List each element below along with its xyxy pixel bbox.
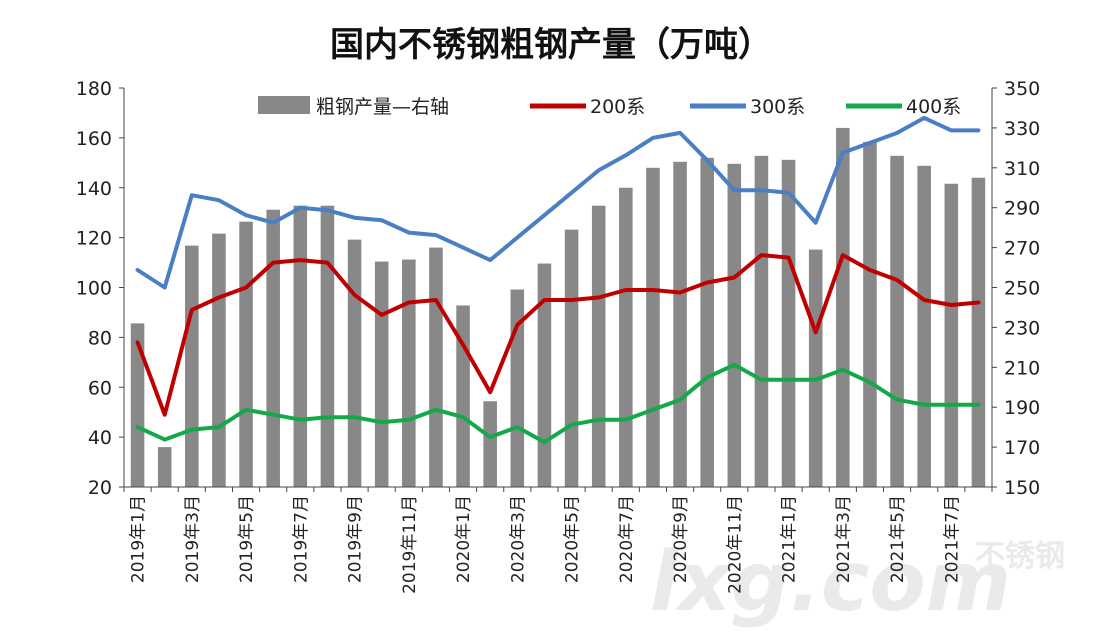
right-tick-label: 230 [1004, 317, 1040, 339]
left-tick-label: 100 [76, 278, 112, 300]
right-tick-label: 150 [1004, 477, 1040, 499]
right-tick-label: 350 [1004, 78, 1040, 100]
legend-label: 200系 [590, 96, 645, 118]
x-tick-label: 2019年5月 [237, 495, 257, 583]
x-tick-label: 2021年1月 [780, 495, 800, 583]
bar-1 [157, 447, 172, 487]
left-tick-label: 60 [88, 377, 112, 399]
right-tick-label: 310 [1004, 158, 1040, 180]
left-tick-label: 120 [76, 228, 112, 250]
bar-6 [293, 205, 308, 487]
bar-15 [537, 263, 552, 487]
series-line-200系 [135, 253, 981, 417]
bar-20 [673, 161, 687, 487]
legend-label: 400系 [906, 96, 961, 118]
x-tick-label: 2021年3月 [834, 495, 854, 583]
bar-31 [971, 177, 986, 487]
x-tick-label: 2019年11月 [400, 495, 420, 594]
series-line-400系 [135, 362, 981, 445]
bar-17 [591, 205, 606, 487]
right-tick-label: 330 [1004, 118, 1040, 140]
legend-label: 300系 [750, 96, 805, 118]
bar-27 [863, 141, 877, 488]
x-tick-label: 2019年3月 [183, 495, 203, 583]
watermark-sub: 不锈钢 [975, 539, 1065, 574]
x-tick-label: 2021年5月 [888, 495, 908, 583]
x-tick-label: 2021年7月 [942, 495, 962, 583]
right-tick-label: 250 [1004, 278, 1040, 300]
bar-5 [266, 209, 280, 487]
left-tick-label: 160 [76, 128, 112, 150]
bar-9 [374, 261, 389, 487]
x-tick-label: 2019年9月 [346, 495, 366, 583]
watermark-main: lxg.com [650, 535, 1011, 630]
x-tick-label: 2020年5月 [563, 495, 583, 583]
bar-23 [754, 155, 769, 487]
bar-25 [808, 249, 823, 487]
right-tick-label: 270 [1004, 238, 1040, 260]
left-tick-label: 180 [76, 78, 112, 100]
bar-8 [347, 239, 362, 487]
bar-4 [239, 221, 253, 488]
bar-18 [619, 187, 633, 487]
right-tick-label: 210 [1004, 357, 1040, 379]
bar-10 [402, 259, 416, 487]
bar-29 [917, 165, 931, 487]
legend-swatch-bar [258, 96, 310, 114]
x-tick-label: 2020年9月 [671, 495, 691, 583]
right-tick-label: 170 [1004, 437, 1040, 459]
x-tick-label: 2019年7月 [291, 495, 311, 583]
bar-12 [456, 305, 470, 487]
left-tick-label: 140 [76, 178, 112, 200]
bar-0 [130, 323, 145, 487]
series-line-300系 [135, 115, 981, 290]
chart-title: 国内不锈钢粗钢产量（万吨） [330, 25, 772, 65]
legend-label: 粗钢产量—右轴 [316, 96, 449, 118]
x-tick-label: 2020年1月 [454, 495, 474, 583]
left-tick-label: 40 [88, 427, 112, 449]
left-tick-label: 80 [88, 327, 112, 349]
bar-2 [185, 245, 199, 487]
x-tick-label: 2020年7月 [617, 495, 637, 583]
left-tick-label: 20 [88, 477, 112, 499]
bar-11 [429, 247, 443, 487]
watermark: lxg.com 不锈钢 [650, 535, 1065, 630]
bar-3 [212, 233, 226, 487]
x-tick-label: 2019年1月 [129, 495, 149, 583]
x-tick-label: 2020年3月 [508, 495, 528, 583]
right-tick-label: 290 [1004, 198, 1040, 220]
bar-24 [781, 159, 796, 487]
bar-19 [646, 167, 660, 488]
bar-21 [700, 157, 714, 487]
bar-7 [320, 205, 335, 487]
x-tick-label: 2020年11月 [725, 495, 745, 594]
bar-16 [564, 229, 579, 487]
bar-22 [727, 163, 742, 487]
bar-14 [510, 289, 525, 487]
bar-13 [483, 401, 497, 487]
right-tick-label: 190 [1004, 397, 1040, 419]
bar-26 [836, 127, 850, 488]
bar-30 [944, 183, 959, 487]
bar-28 [890, 155, 904, 487]
